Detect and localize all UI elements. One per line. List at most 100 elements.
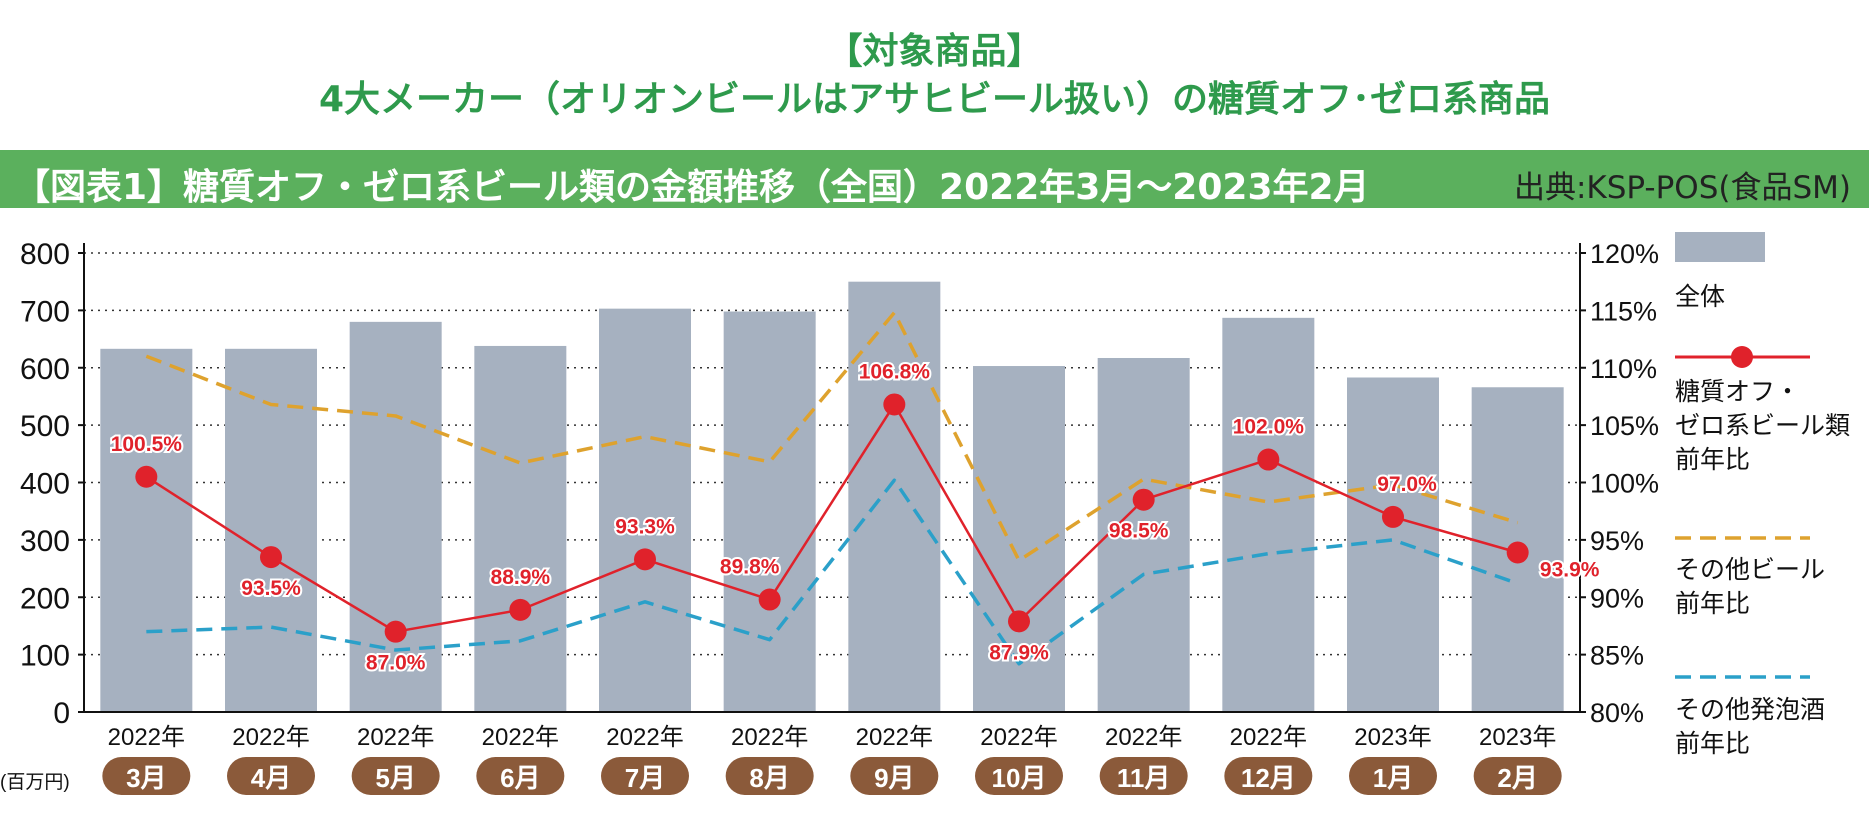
right-tick-label: 90% (1590, 583, 1644, 613)
data-label: 93.5% (241, 577, 301, 600)
month-pill (1349, 757, 1437, 795)
data-label: 106.8% (859, 360, 931, 383)
x-tick-month: 4月 (251, 763, 291, 793)
bar-total (848, 281, 941, 712)
line-other-happoshu (146, 478, 1519, 666)
x-tick-year: 2023年 (1479, 724, 1556, 751)
x-tick-month: 6月 (500, 763, 540, 793)
figure-source: 出典:KSP-POS(食品SM) (1513, 170, 1851, 206)
left-tick-label: 700 (20, 295, 70, 328)
data-label: 88.9% (491, 566, 551, 589)
x-tick-month: 11月 (1117, 763, 1171, 793)
left-tick-label: 600 (20, 353, 70, 386)
bar-total (599, 308, 691, 712)
bar-total (723, 311, 816, 712)
legend-label: ゼロ系ビール類 (1675, 412, 1850, 440)
x-tick-year: 2022年 (731, 724, 808, 751)
x-tick-month: 8月 (749, 763, 789, 793)
x-tick-month: 5月 (375, 763, 415, 793)
bar-total (1222, 317, 1315, 712)
month-pill (1099, 757, 1188, 795)
header-line-1: 【対象商品】 (826, 31, 1043, 72)
data-label: 87.9% (989, 641, 1049, 664)
x-tick-month: 10月 (992, 763, 1047, 793)
legend-label: 前年比 (1675, 590, 1750, 618)
data-label: 100.5% (111, 433, 183, 456)
figure-banner: 【図表1】糖質オフ・ゼロ系ビール類の金額推移（全国）2022年3月～2023年2… (0, 150, 1869, 208)
left-tick-label: 0 (53, 697, 70, 730)
x-tick-month: 9月 (874, 763, 914, 793)
marker-sugar-off (1506, 541, 1529, 564)
right-tick-label: 115% (1590, 296, 1657, 326)
marker-sugar-off (1257, 448, 1280, 471)
legend-label: 前年比 (1675, 446, 1750, 474)
x-tick-year: 2022年 (1105, 724, 1182, 751)
marker-sugar-off (883, 393, 906, 416)
month-pill (975, 757, 1063, 795)
marker-sugar-off (758, 588, 781, 611)
marker-sugar-off (384, 620, 407, 643)
right-tick-label: 80% (1590, 698, 1644, 728)
bar-total (100, 348, 193, 712)
line-sugar-off (145, 403, 1519, 633)
x-tick-month: 2月 (1497, 763, 1537, 793)
month-pill (102, 757, 191, 795)
left-tick-label: 300 (20, 525, 70, 558)
x-tick-month: 12月 (1241, 763, 1296, 793)
marker-sugar-off (135, 465, 158, 488)
x-tick-year: 2022年 (980, 724, 1057, 751)
left-tick-label: 800 (20, 238, 70, 271)
month-pill (227, 757, 315, 795)
left-axis-unit: (百万円) (0, 772, 70, 793)
marker-sugar-off (1008, 610, 1030, 633)
right-tick-label: 85% (1590, 641, 1644, 671)
legend-swatch-total (1675, 232, 1765, 262)
marker-sugar-off (634, 548, 656, 571)
x-tick-month: 3月 (126, 763, 166, 793)
right-tick-label: 100% (1590, 469, 1659, 499)
left-tick-label: 200 (20, 582, 70, 615)
x-tick-year: 2022年 (606, 724, 683, 751)
legend-label: 前年比 (1675, 730, 1750, 758)
month-pill (850, 757, 939, 795)
bar-total (225, 348, 317, 712)
legend-marker-sugar-off (1731, 346, 1753, 368)
right-tick-label: 110% (1590, 354, 1657, 384)
data-label: 89.8% (720, 556, 780, 579)
month-pill (476, 757, 565, 795)
data-label: 102.0% (1233, 416, 1305, 439)
right-tick-label: 95% (1590, 526, 1644, 556)
x-tick-year: 2022年 (856, 724, 933, 751)
header-line-2: 4大メーカー（オリオンビールはアサヒビール扱い）の糖質オフ･ゼロ系商品 (318, 79, 1551, 120)
right-tick-label: 105% (1590, 411, 1659, 441)
marker-sugar-off (1132, 488, 1155, 511)
month-pill (351, 757, 440, 795)
month-pill (601, 757, 689, 795)
legend-label: その他ビール (1675, 556, 1825, 584)
marker-sugar-off (260, 546, 282, 569)
data-label: 97.0% (1377, 473, 1437, 496)
month-pill (1473, 757, 1562, 795)
x-tick-year: 2022年 (232, 724, 309, 751)
x-tick-year: 2022年 (357, 724, 434, 751)
data-label: 93.3% (615, 515, 675, 538)
left-tick-label: 500 (20, 410, 70, 443)
x-tick-month: 1月 (1373, 763, 1413, 793)
x-tick-year: 2022年 (108, 724, 185, 751)
bar-total (1097, 357, 1190, 712)
right-tick-label: 120% (1590, 239, 1659, 269)
legend-label: 糖質オフ・ (1675, 378, 1800, 406)
x-tick-year: 2022年 (1230, 724, 1307, 751)
left-tick-label: 100 (20, 640, 70, 673)
month-pill (1224, 757, 1313, 795)
left-tick-label: 400 (20, 468, 70, 501)
x-tick-month: 7月 (625, 763, 665, 793)
data-label: 87.0% (366, 652, 426, 675)
x-tick-year: 2023年 (1354, 724, 1431, 751)
month-pill (725, 757, 814, 795)
figure-title: 【図表1】糖質オフ・ゼロ系ビール類の金額推移（全国）2022年3月～2023年2… (14, 167, 1370, 208)
data-label: 98.5% (1109, 520, 1169, 543)
line-other-beer (145, 310, 1519, 563)
marker-sugar-off (509, 598, 532, 621)
